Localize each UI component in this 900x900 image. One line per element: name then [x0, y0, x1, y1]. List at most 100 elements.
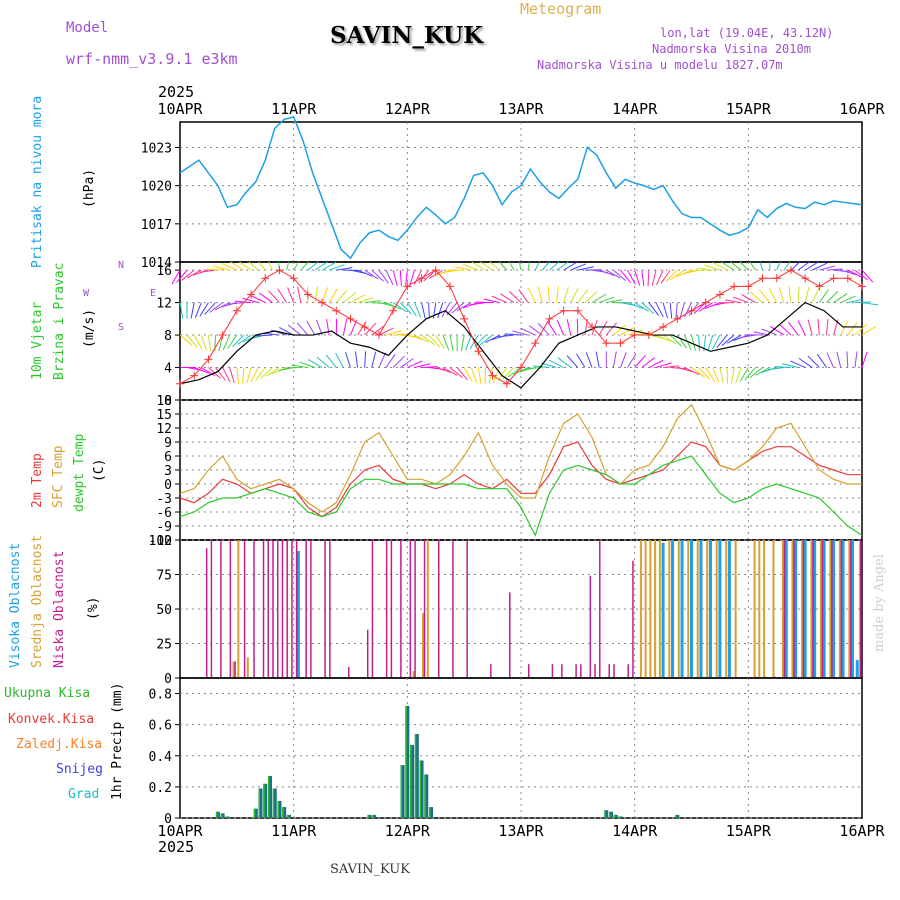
wind-arrow: [237, 334, 252, 345]
low-cloud-bar: [850, 540, 852, 678]
wind-arrow: [497, 367, 508, 382]
wind-arrow: [179, 302, 184, 319]
y-tick-label: -12: [149, 534, 172, 549]
wind-arrow: [605, 269, 621, 279]
wind-arrow: [491, 295, 507, 304]
wind-arrow: [406, 302, 417, 317]
wind-arrow: [194, 367, 210, 374]
wind-arrow: [767, 367, 784, 371]
wind-arrow: [469, 302, 486, 306]
wind-arrow: [634, 269, 641, 286]
low-cloud-bar: [793, 540, 795, 678]
wind-arrow: [421, 334, 435, 346]
cloud-panel: 0 25 50 75 100: [149, 534, 863, 687]
wind-arrow: [287, 324, 302, 336]
wind-arrow: [634, 355, 646, 368]
y-tick-label: 0.2: [149, 781, 172, 796]
wind-speed-marker: [303, 290, 312, 299]
wind-arrow: [463, 367, 473, 382]
wind-arrow: [413, 302, 422, 318]
x-label-bottom: 16APR: [839, 822, 885, 840]
wind-arrow: [721, 334, 735, 347]
high-cloud-bar: [727, 540, 731, 678]
wind-speed-marker: [786, 266, 795, 275]
wind-arrow: [428, 269, 444, 280]
wind-speed-marker: [531, 339, 540, 348]
model-label: Model: [66, 20, 109, 36]
precip-bar-highlight: [372, 814, 374, 818]
precip-bar: [277, 800, 282, 818]
wind-arrow: [335, 290, 348, 303]
mid-cloud-bar: [687, 540, 690, 678]
wind-speed-marker: [829, 274, 838, 283]
wind-arrow: [181, 269, 195, 281]
wind-arrow: [548, 359, 564, 368]
y-tick-label: 12: [156, 297, 172, 312]
wind-arrow: [407, 334, 424, 341]
wind-speed-marker: [488, 371, 497, 380]
wind-arrow: [477, 367, 482, 384]
y-tick-label: 75: [156, 569, 172, 584]
product-title: Meteogram: [520, 0, 602, 18]
wind-arrow: [730, 261, 742, 271]
wind-arrow: [222, 334, 231, 351]
wind-arrow: [826, 352, 835, 368]
precip-bar: [424, 774, 429, 818]
wind-arrow: [854, 323, 868, 336]
wind-arrow: [258, 261, 266, 271]
x-label-bottom: 14APR: [612, 822, 658, 840]
low-cloud-bar: [291, 540, 293, 678]
temp-dewpt-line: [179, 455, 863, 537]
wind-speed-marker: [346, 314, 355, 323]
precip-legend-conv: Konvek.Kisa: [8, 712, 95, 727]
wind-arrow: [854, 269, 869, 281]
x-label-top: 16APR: [839, 100, 885, 118]
wind-arrow: [627, 329, 644, 336]
x-label-bottom: 13APR: [498, 822, 544, 840]
wind-arrow: [778, 286, 785, 303]
wind-arrow: [711, 334, 721, 350]
wind-arrow: [260, 367, 273, 380]
wind-speed-marker: [190, 371, 199, 380]
wind-arrow: [371, 325, 386, 336]
wind-dir-s: S: [118, 322, 125, 333]
wind-arrow: [336, 267, 353, 271]
wind-arrow: [500, 293, 515, 304]
wind-arrow: [242, 297, 259, 304]
wind-speed-marker: [843, 274, 852, 283]
mid-cloud-bar: [412, 671, 415, 678]
panel-frame: [179, 121, 863, 263]
wind-arrow: [566, 355, 579, 368]
wind-arrow: [259, 292, 273, 303]
wind-arrow: [357, 297, 374, 304]
wind-arrow: [840, 320, 849, 336]
wind-arrow: [442, 334, 450, 351]
precip-bar: [286, 814, 291, 818]
precip-panel: 0 0.2 0.4 0.6 0.8: [149, 677, 863, 827]
y-tick-label: 12: [156, 422, 172, 437]
wind-arrow: [345, 351, 351, 368]
y-tick-label: -6: [156, 506, 172, 521]
wind-arrow: [556, 286, 559, 303]
wind-arrow: [547, 286, 550, 303]
high-cloud-bar: [699, 540, 703, 678]
wind-arrow: [537, 286, 543, 303]
precip-bar-highlight: [263, 783, 265, 818]
wind-arrow: [326, 318, 330, 336]
wind-arrow: [504, 333, 522, 336]
wind-arrow: [186, 334, 198, 348]
wind-arrow: [186, 269, 202, 279]
station-title: SAVIN_KUK: [330, 22, 484, 49]
wind-speed-marker: [701, 298, 710, 307]
wind-arrow: [489, 261, 501, 271]
low-cloud-bar: [527, 664, 530, 678]
wind-speed-marker: [218, 331, 227, 340]
wind-arrow: [364, 269, 379, 280]
mid-cloud-bar: [658, 540, 661, 678]
wind-arrow: [819, 265, 836, 271]
wind-arrow: [307, 261, 319, 271]
wind-arrow: [655, 334, 672, 342]
high-cloud-bar: [794, 540, 798, 678]
low-cloud-bar: [802, 540, 805, 678]
